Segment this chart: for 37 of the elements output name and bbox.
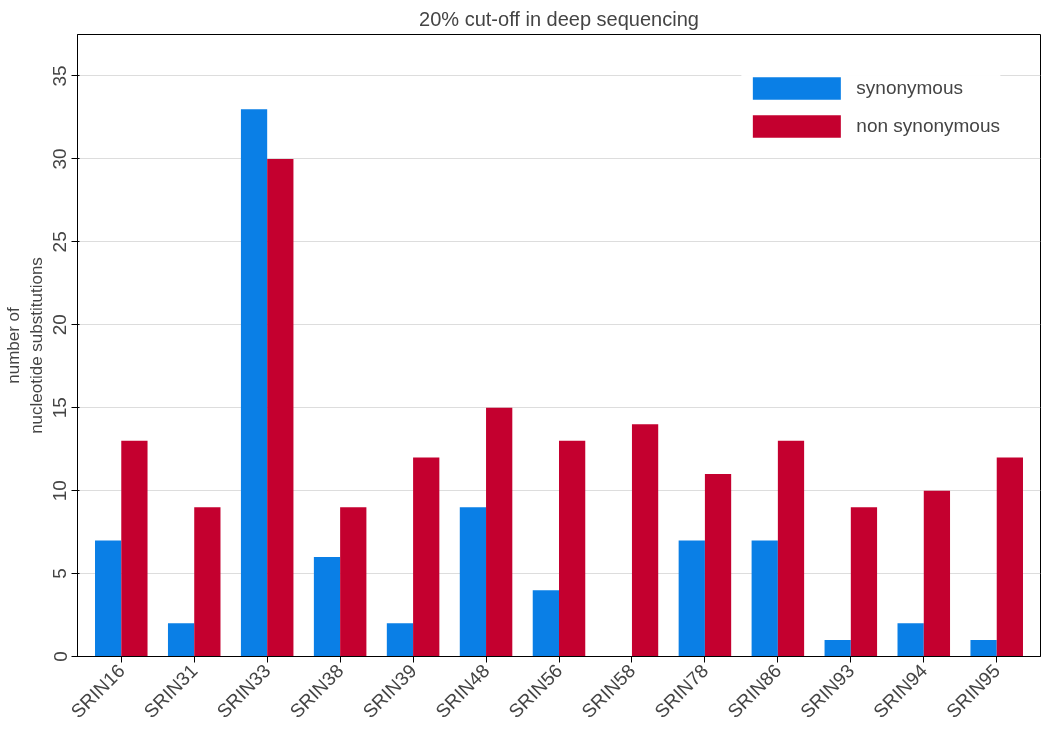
bar bbox=[532, 590, 559, 657]
bar bbox=[923, 490, 951, 657]
bar bbox=[559, 440, 586, 657]
bar bbox=[678, 540, 705, 657]
bar bbox=[386, 623, 414, 657]
bar bbox=[824, 639, 851, 657]
bar bbox=[240, 109, 268, 657]
bar bbox=[340, 507, 367, 657]
legend-label: synonymous bbox=[856, 77, 964, 99]
bar bbox=[850, 507, 878, 657]
bar bbox=[459, 507, 487, 657]
bar bbox=[95, 540, 122, 657]
chart-title: 20% cut-off in deep sequencing bbox=[419, 7, 699, 30]
bar bbox=[121, 440, 148, 657]
y-tick-label: 15 bbox=[49, 397, 71, 419]
bar bbox=[970, 639, 997, 657]
bar bbox=[194, 507, 221, 657]
bar bbox=[704, 474, 732, 657]
bar bbox=[413, 457, 440, 657]
bar bbox=[777, 440, 805, 657]
y-tick-label: 0 bbox=[49, 651, 71, 662]
legend-label: non synonymous bbox=[856, 115, 1000, 137]
y-tick-label: 30 bbox=[49, 148, 71, 170]
bar bbox=[486, 407, 513, 657]
bar bbox=[313, 556, 341, 657]
y-tick-label: 10 bbox=[49, 480, 71, 502]
y-tick-label: 25 bbox=[49, 231, 71, 253]
y-tick-label: 5 bbox=[49, 568, 71, 579]
bar bbox=[167, 623, 195, 657]
bar bbox=[631, 424, 659, 657]
bar bbox=[751, 540, 778, 657]
y-tick-label: 20 bbox=[49, 314, 71, 336]
y-axis-title: number of nucleotide substitutions bbox=[3, 257, 46, 434]
bar bbox=[897, 623, 924, 657]
bar bbox=[267, 158, 294, 657]
bar bbox=[996, 457, 1023, 657]
y-tick-label: 35 bbox=[49, 65, 71, 87]
